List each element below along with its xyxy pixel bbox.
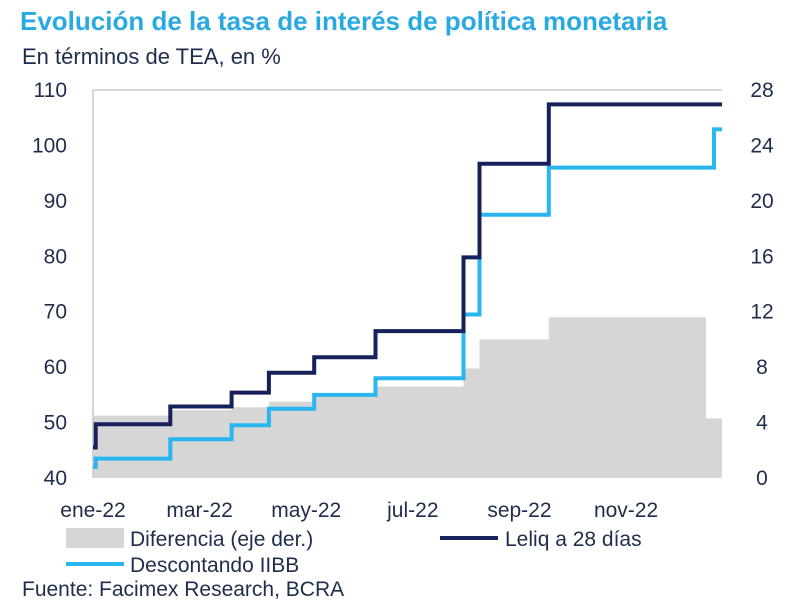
diferencia-area	[93, 317, 722, 478]
legend-swatch-diferencia	[66, 528, 124, 548]
x-axis-tick-label: nov-22	[594, 499, 658, 522]
chart-subtitle: En términos de TEA, en %	[22, 44, 281, 69]
source-note: Fuente: Facimex Research, BCRA	[22, 578, 345, 601]
right-axis-tick-label: 20	[750, 190, 773, 213]
left-axis-tick-label: 100	[32, 134, 67, 157]
left-axis-tick-label: 40	[44, 467, 67, 490]
legend-label-leliq: Leliq a 28 días	[505, 528, 642, 551]
right-axis-tick-label: 16	[750, 245, 773, 268]
right-axis-tick-label: 28	[750, 79, 773, 102]
left-axis-tick-label: 80	[44, 245, 67, 268]
right-axis-tick-label: 8	[756, 356, 768, 379]
left-axis-tick-label: 50	[44, 412, 67, 435]
x-axis-tick-label: sep-22	[487, 499, 551, 522]
chart-title: Evolución de la tasa de interés de polít…	[20, 6, 668, 36]
chart: 40 50 60 70 80 90 100 110 0 4 8 12 16 20 24 28 ene-22 m…	[32, 79, 774, 575]
left-axis-labels: 40 50 60 70 80 90 100 110	[32, 79, 67, 490]
series-lines	[93, 102, 722, 469]
right-axis-tick-label: 12	[750, 301, 773, 324]
leliq-line	[93, 102, 722, 450]
x-axis-labels: ene-22 mar-22 may-22 jul-22 sep-22 nov-22	[60, 499, 658, 522]
x-axis-tick-label: mar-22	[166, 499, 233, 522]
iibb-line	[93, 127, 722, 469]
right-axis-tick-label: 4	[756, 412, 768, 435]
left-axis-tick-label: 110	[34, 79, 67, 102]
left-axis-tick-label: 70	[44, 301, 67, 324]
legend-label-diferencia: Diferencia (eje der.)	[130, 528, 313, 551]
left-axis-tick-label: 90	[44, 190, 67, 213]
left-axis-tick-label: 60	[44, 356, 67, 379]
plot-frame	[92, 89, 722, 478]
right-axis-tick-label: 0	[756, 467, 768, 490]
x-axis-tick-label: may-22	[271, 499, 341, 522]
right-axis-labels: 0 4 8 12 16 20 24 28	[750, 79, 774, 490]
diferencia-area-layer	[93, 317, 722, 478]
x-axis-tick-label: jul-22	[386, 499, 438, 522]
right-axis-tick-label: 24	[750, 134, 774, 157]
x-axis-tick-label: ene-22	[60, 499, 125, 522]
legend-label-iibb: Descontando IIBB	[130, 554, 299, 575]
legend: Diferencia (eje der.) Leliq a 28 días Desc…	[66, 528, 642, 575]
